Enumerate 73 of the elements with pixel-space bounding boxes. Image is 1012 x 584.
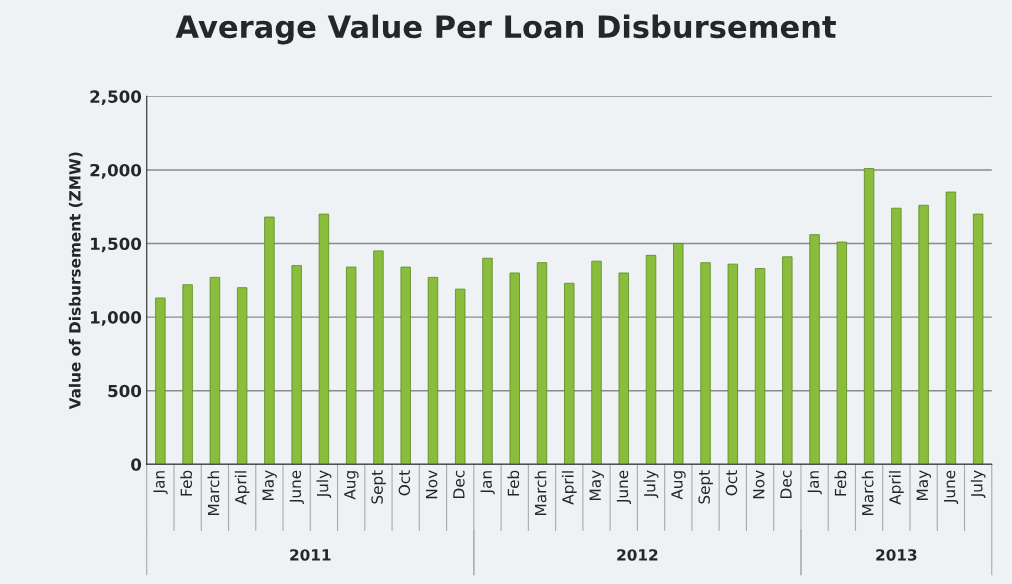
- x-tick-label: Dec: [453, 470, 465, 498]
- x-tick-label: Jan: [480, 471, 495, 495]
- x-tick-label: Oct: [725, 470, 738, 496]
- x-tick-label: Jan: [153, 471, 168, 495]
- x-tick-label: Sept: [371, 470, 386, 504]
- x-tick-label: March: [861, 471, 874, 515]
- x-tick-label: Nov: [426, 470, 438, 499]
- x-tick-label: April: [561, 471, 577, 505]
- x-tick-label: July: [316, 470, 332, 499]
- bar: [809, 234, 820, 465]
- bar: [427, 276, 439, 465]
- bar: [836, 241, 848, 465]
- bar: [945, 191, 957, 465]
- bar: [536, 262, 548, 465]
- x-tick-label: March: [534, 471, 547, 515]
- x-tick-label: Dec: [780, 470, 792, 498]
- bar: [318, 213, 330, 465]
- x-tick-label: Aug: [344, 471, 359, 500]
- x-tick-label: Aug: [671, 471, 686, 500]
- bar: [455, 288, 466, 465]
- y-tick-label: 0: [131, 458, 142, 471]
- bar: [591, 260, 602, 465]
- text: 2013: [876, 549, 917, 561]
- bar: [182, 284, 193, 465]
- bar: [618, 272, 629, 465]
- bar: [291, 265, 302, 465]
- bar: [264, 216, 275, 465]
- x-tick-label: Jan: [807, 471, 822, 495]
- bar: [400, 266, 411, 465]
- y-tick-label: 500: [108, 384, 142, 398]
- x-tick-label: June: [943, 470, 959, 504]
- chart-title: Average Value Per Loan Disbursement: [175, 14, 836, 45]
- bar: [700, 262, 711, 465]
- text: 2011: [290, 549, 331, 561]
- bar: [482, 257, 493, 465]
- bar: [645, 254, 657, 465]
- bar: [564, 282, 575, 465]
- bar: [754, 268, 766, 465]
- x-tick-label: April: [888, 471, 904, 505]
- x-tick-label: Feb: [834, 470, 847, 496]
- y-tick-label: 2,500: [90, 90, 142, 106]
- x-tick-label: Oct: [398, 470, 411, 496]
- bar: [155, 297, 166, 465]
- x-tick-label: Nov: [753, 470, 765, 499]
- x-tick-label: April: [234, 471, 250, 505]
- y-axis-title: Value of Disbursement (ZMW): [68, 152, 83, 410]
- bar: [782, 256, 793, 465]
- bar: [972, 213, 984, 465]
- x-tick-label: July: [643, 470, 659, 499]
- bar: [236, 287, 248, 465]
- x-tick-label: Feb: [507, 470, 520, 496]
- x-tick-label: May: [262, 470, 277, 500]
- bar: [673, 243, 684, 465]
- bar: [863, 168, 875, 465]
- x-tick-label: June: [289, 470, 304, 504]
- y-tick-label: 1,500: [91, 237, 142, 253]
- y-tick-label: 2,000: [90, 163, 142, 179]
- bar: [891, 207, 902, 465]
- x-tick-label: Sept: [698, 470, 713, 504]
- bar: [373, 250, 384, 465]
- x-tick-label: March: [207, 471, 220, 515]
- x-tick-label: May: [589, 470, 604, 500]
- x-tick-label: May: [916, 470, 932, 500]
- bar: [345, 266, 357, 465]
- bar: [918, 204, 929, 465]
- x-tick-label: July: [970, 470, 986, 499]
- x-tick-label: June: [616, 470, 632, 504]
- bar: [209, 276, 221, 465]
- bar: [509, 272, 520, 465]
- x-tick-label: Feb: [180, 470, 193, 496]
- y-tick-label: 1,000: [91, 311, 142, 326]
- text: 2012: [617, 549, 658, 561]
- bar: [727, 263, 738, 465]
